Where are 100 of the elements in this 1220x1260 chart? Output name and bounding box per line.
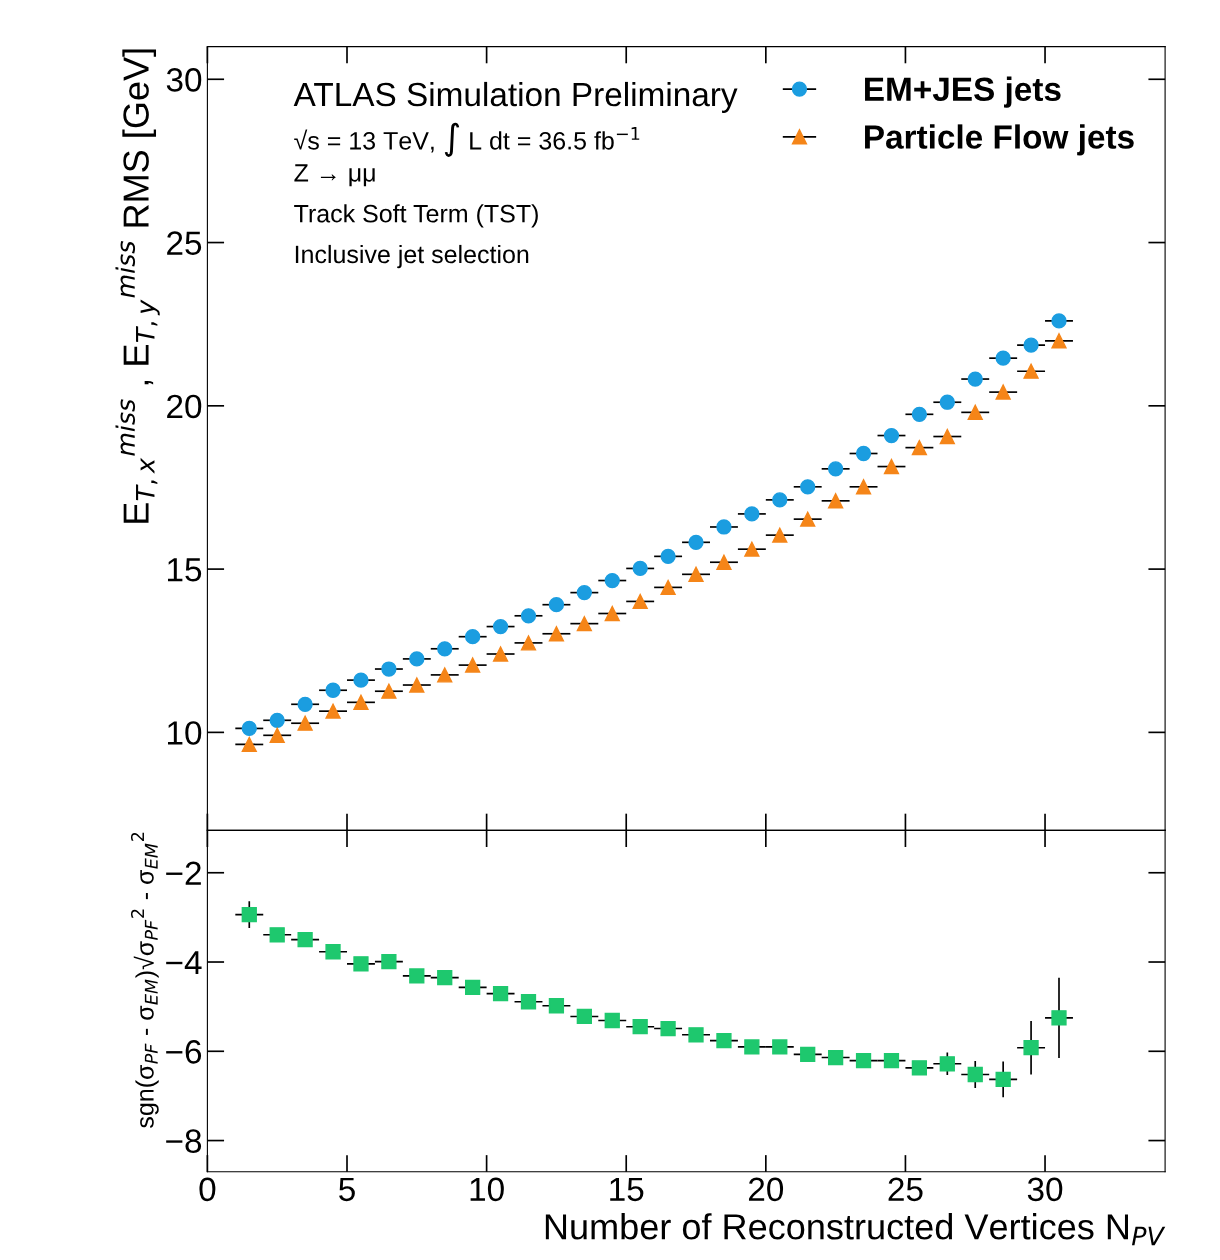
point [409, 968, 425, 984]
y-tick-label: −8 [166, 1129, 202, 1153]
point [241, 736, 257, 753]
x-tick-label: 5 [339, 1177, 355, 1202]
x-tick-label: 10 [470, 1177, 504, 1202]
point [772, 492, 788, 508]
y-tick-label: 10 [168, 721, 202, 745]
point [437, 969, 453, 986]
y-axis-title: E$_{T,x}$$^{miss}$ , E$_{T,y}$$^{miss}$ RMS [GeV] [115, 49, 160, 523]
point [800, 479, 816, 495]
point [297, 696, 313, 712]
point [855, 479, 872, 495]
point [604, 1012, 620, 1029]
y-tick-label: 20 [167, 394, 202, 419]
point [325, 682, 341, 698]
x-tick-label: 30 [1027, 1177, 1063, 1202]
point [632, 593, 648, 610]
point [269, 927, 285, 943]
point [520, 635, 537, 651]
point [492, 618, 509, 635]
point [995, 350, 1011, 366]
point [576, 615, 592, 632]
point [716, 1032, 732, 1049]
point [744, 506, 760, 522]
point [465, 629, 481, 645]
point [827, 461, 844, 477]
legend-label: EM+JES jets [865, 76, 1061, 108]
point [604, 605, 620, 622]
y-tick-label: 30 [166, 68, 202, 92]
point [883, 427, 900, 444]
point [1051, 333, 1067, 349]
point [800, 1046, 816, 1063]
point [688, 534, 704, 550]
point [520, 608, 537, 624]
point [939, 394, 955, 410]
point [437, 641, 453, 657]
point [241, 720, 257, 737]
point [688, 566, 704, 582]
text: sgn(σ$_{PF}$ - σ$_{EM}$)√σ$_{PF}$$^{2}$ - σ$_{EM}$$^{2}$ [130, 832, 159, 1128]
x-tick-label: 15 [610, 1177, 644, 1202]
point [632, 1019, 648, 1035]
point [772, 527, 788, 543]
point [827, 1049, 844, 1066]
point [576, 1008, 592, 1025]
point [492, 646, 509, 662]
point [632, 560, 648, 577]
point [716, 519, 732, 535]
point [437, 667, 453, 683]
y-tick-label: −6 [166, 1040, 202, 1064]
point [548, 597, 565, 613]
point [353, 956, 369, 972]
legend-label: Particle Flow jets [865, 124, 1134, 156]
point [465, 979, 481, 996]
point [688, 1027, 704, 1043]
point [381, 683, 397, 699]
point [353, 694, 369, 710]
annotation: ATLAS Simulation Preliminary [293, 81, 738, 113]
point [744, 541, 760, 557]
point [353, 672, 369, 688]
point [381, 953, 397, 970]
point [716, 554, 732, 570]
y-tick-label: 15 [168, 558, 202, 582]
point [409, 651, 425, 667]
point [855, 445, 872, 462]
point [995, 384, 1011, 400]
point [269, 712, 285, 728]
point [1051, 313, 1067, 329]
point [325, 944, 341, 960]
point [911, 439, 928, 456]
point [520, 994, 537, 1010]
point [1051, 1010, 1067, 1026]
point [967, 371, 983, 387]
point [576, 584, 592, 601]
point [1023, 337, 1039, 353]
point [660, 548, 676, 565]
point [1023, 1040, 1039, 1056]
point [911, 1060, 928, 1076]
point [744, 1039, 760, 1055]
point [883, 458, 900, 475]
annotation: Inclusive jet selection [295, 244, 529, 269]
x-tick-label: 25 [888, 1177, 923, 1202]
point [855, 1053, 872, 1069]
point [604, 572, 620, 589]
point [297, 715, 313, 731]
point [269, 727, 285, 743]
x-axis-title: Number of Reconstructed Vertices N$_{PV}$ [545, 1213, 1166, 1246]
point [241, 907, 257, 923]
annotation: √s = 13 TeV, ∫ L dt = 36.5 fb$^{−1}$ [294, 122, 640, 157]
point [772, 1039, 788, 1055]
point [492, 986, 509, 1002]
y-tick-label: −2 [166, 861, 201, 885]
point [297, 932, 313, 948]
point [660, 579, 676, 596]
point [381, 661, 397, 677]
point [967, 404, 983, 420]
point [409, 677, 425, 693]
point [548, 626, 565, 642]
point [995, 1071, 1011, 1088]
point [1023, 363, 1039, 379]
point [325, 703, 341, 719]
